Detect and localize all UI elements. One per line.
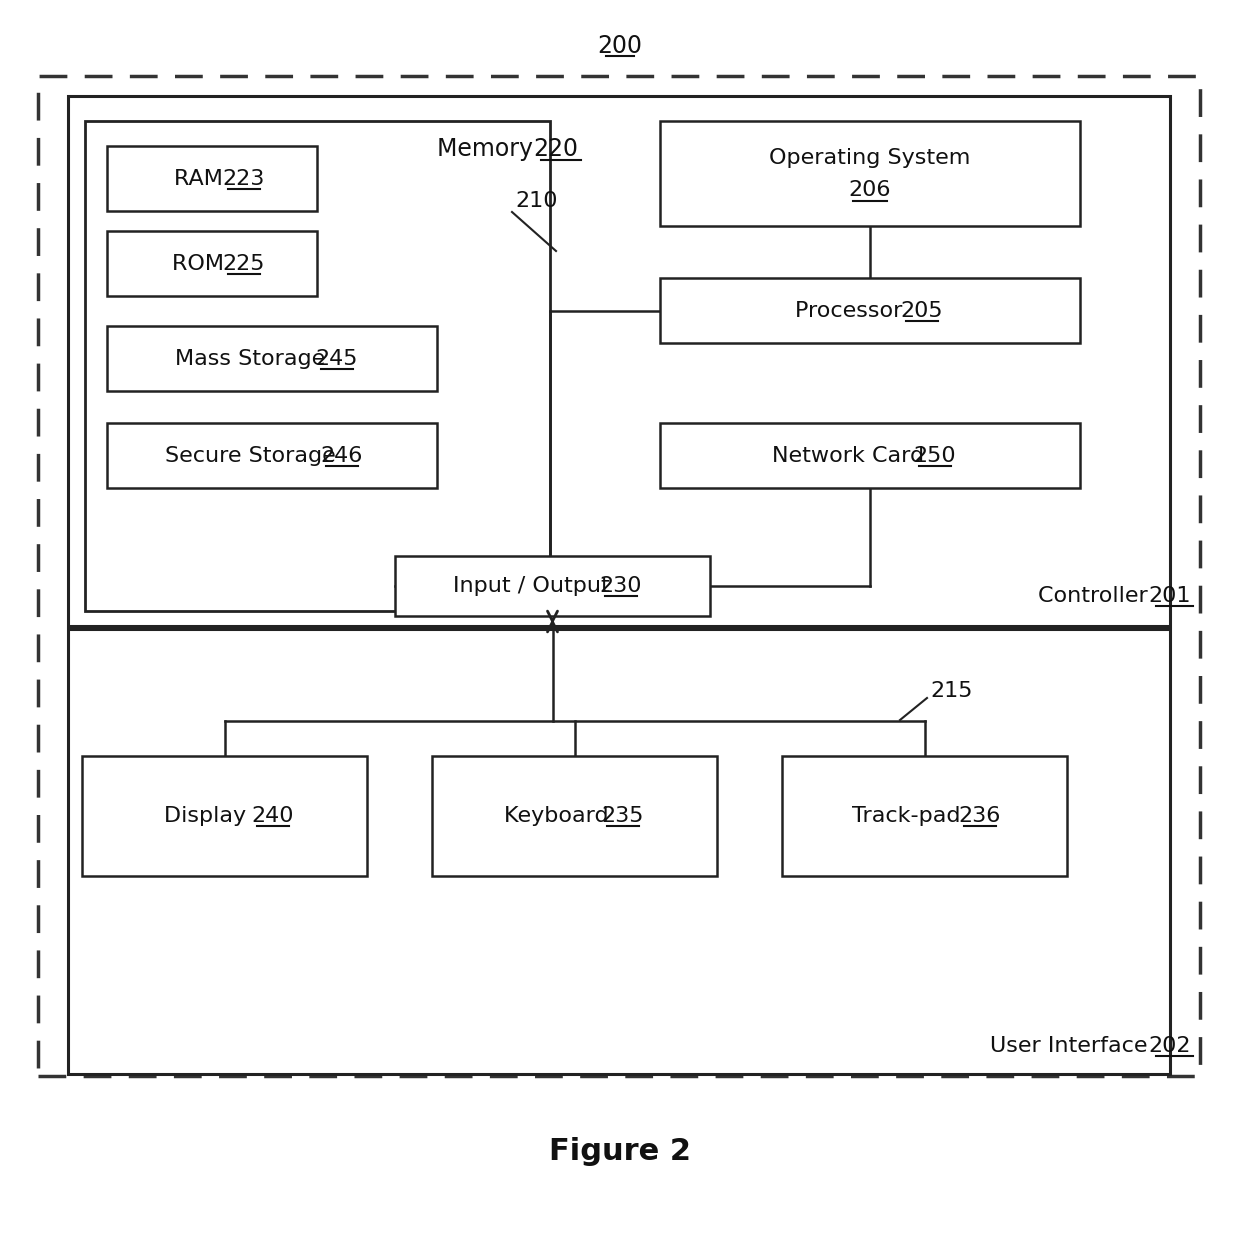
Bar (432, 756, 717, 876)
Text: Memory: Memory (436, 137, 539, 161)
Text: Figure 2: Figure 2 (549, 1136, 691, 1166)
Text: 246: 246 (321, 445, 363, 466)
Bar (68, 629, 1171, 1074)
Text: 250: 250 (914, 445, 956, 466)
Bar (660, 121, 1080, 226)
Bar (82, 756, 367, 876)
Text: Track-pad: Track-pad (852, 806, 967, 826)
Text: 245: 245 (316, 349, 358, 368)
Text: 201: 201 (1148, 586, 1190, 606)
Bar (782, 756, 1066, 876)
Text: 202: 202 (1148, 1036, 1190, 1056)
Bar (107, 423, 436, 488)
Text: Operating System: Operating System (769, 147, 971, 168)
Text: 215: 215 (930, 681, 972, 701)
Text: Network Card: Network Card (773, 445, 931, 466)
Text: 223: 223 (223, 168, 265, 189)
Bar (660, 278, 1080, 344)
Text: 205: 205 (900, 300, 944, 320)
Text: User Interface: User Interface (991, 1036, 1154, 1056)
Text: 225: 225 (223, 253, 265, 273)
Text: ROM: ROM (172, 253, 232, 273)
Bar (86, 121, 551, 611)
Bar (396, 556, 711, 616)
Text: Display: Display (165, 806, 260, 826)
Text: Controller: Controller (1038, 586, 1154, 606)
Text: 210: 210 (515, 192, 558, 211)
Bar (68, 96, 1171, 625)
Text: 235: 235 (601, 806, 644, 826)
Text: Processor: Processor (795, 300, 909, 320)
Bar (107, 146, 317, 211)
Bar (107, 231, 317, 295)
Text: Secure Storage: Secure Storage (165, 445, 343, 466)
Bar (660, 423, 1080, 488)
Text: Keyboard: Keyboard (503, 806, 615, 826)
Text: RAM: RAM (174, 168, 229, 189)
Text: 220: 220 (533, 137, 578, 161)
Text: 230: 230 (599, 576, 642, 596)
Text: 206: 206 (848, 179, 892, 199)
Bar (38, 75, 1200, 1077)
Text: Mass Storage: Mass Storage (175, 349, 332, 368)
Text: 236: 236 (959, 806, 1001, 826)
Text: Input / Output: Input / Output (453, 576, 616, 596)
Text: 240: 240 (252, 806, 294, 826)
Text: 200: 200 (598, 35, 642, 58)
Bar (107, 326, 436, 391)
